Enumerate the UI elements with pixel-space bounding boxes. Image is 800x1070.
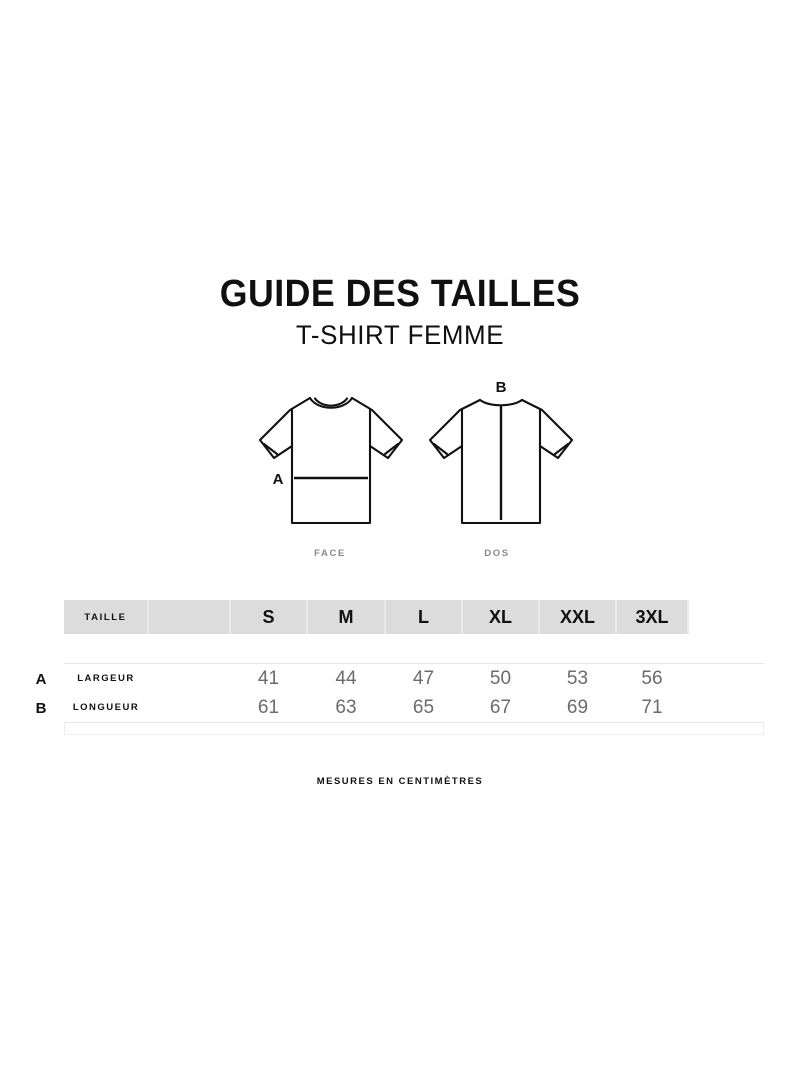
tshirt-back-illustration: B [418,378,584,533]
tshirt-front-icon: A [258,396,404,525]
row-label-longueur: LONGUEUR [64,693,148,723]
header-trailing-blank [688,600,764,634]
header-size-s: S [230,600,308,634]
row-longueur-blank [148,693,230,723]
header-taille: TAILLE [64,600,149,634]
table-spacer-row [64,634,764,664]
row-longueur-xxl: 69 [539,693,616,723]
page-title: GUIDE DES TAILLES [219,273,581,315]
row-marker-a: A [35,671,47,688]
row-label-largeur: LARGEUR [64,663,148,693]
tshirt-back-icon: B [428,379,574,525]
caption-front: FACE [314,548,346,559]
header-blank [148,600,231,634]
row-largeur-xl: 50 [462,663,539,693]
row-largeur-s: 41 [230,663,307,693]
row-longueur-trailing [688,693,764,723]
header-size-xl: XL [462,600,540,634]
header-size-3xl: 3XL [616,600,689,634]
footer-note: MESURES EN CENTIMÈTRES [316,776,484,787]
row-largeur-blank [148,663,230,693]
measure-marker-b: B [496,379,507,396]
measure-marker-a: A [273,471,284,488]
illustration-area: A B [0,378,800,568]
row-marker-b: B [35,700,47,717]
table-row-longueur: LONGUEUR 61 63 65 67 69 71 [64,693,764,723]
title-block: GUIDE DES TAILLES T-SHIRT FEMME [0,272,800,352]
row-longueur-s: 61 [230,693,307,723]
row-longueur-l: 65 [385,693,462,723]
row-largeur-xxl: 53 [539,663,616,693]
row-largeur-l: 47 [385,663,462,693]
row-largeur-trailing [688,663,764,693]
size-table: TAILLE S M L XL XXL 3XL LARGEUR 41 44 47… [64,600,764,723]
table-header-row: TAILLE S M L XL XXL 3XL [64,600,764,634]
spacer-cell [64,634,764,664]
header-size-xxl: XXL [539,600,617,634]
row-longueur-m: 63 [307,693,385,723]
row-largeur-3xl: 56 [616,663,688,693]
tshirt-front-illustration: A [248,378,414,533]
row-largeur-m: 44 [307,663,385,693]
header-size-m: M [307,600,386,634]
row-longueur-3xl: 71 [616,693,688,723]
row-longueur-xl: 67 [462,693,539,723]
caption-back: DOS [484,548,510,559]
table-row-largeur: LARGEUR 41 44 47 50 53 56 [64,663,764,693]
page-subtitle: T-SHIRT FEMME [295,320,505,350]
header-size-l: L [385,600,463,634]
